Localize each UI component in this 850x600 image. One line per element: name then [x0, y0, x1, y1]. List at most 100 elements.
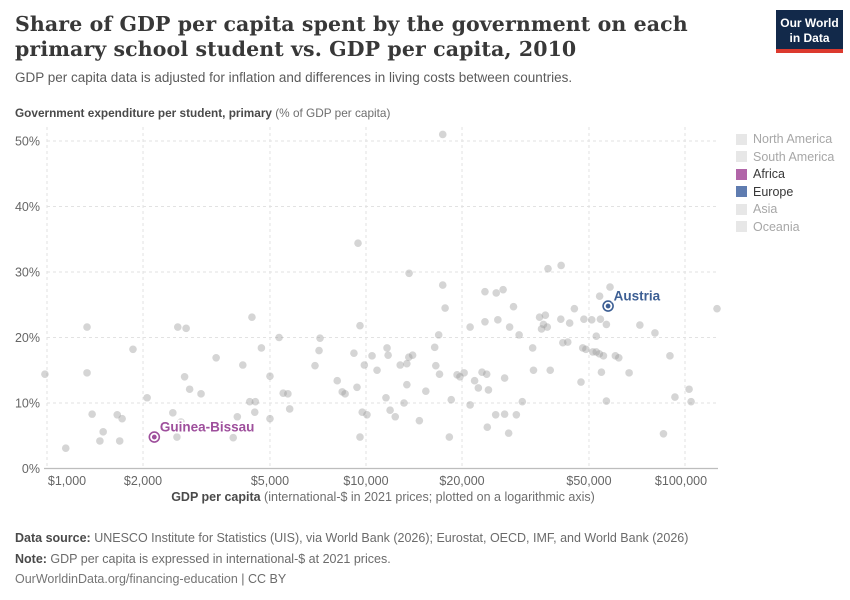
data-point[interactable] [315, 346, 323, 355]
data-point[interactable] [666, 352, 674, 360]
data-point[interactable] [173, 323, 182, 331]
data-point[interactable] [212, 354, 220, 362]
data-point[interactable] [129, 345, 137, 354]
data-point[interactable] [481, 317, 489, 326]
data-point[interactable] [505, 323, 514, 331]
data-point[interactable] [338, 388, 347, 396]
data-point[interactable] [474, 384, 483, 392]
data-point[interactable] [535, 313, 544, 321]
data-point[interactable] [229, 433, 238, 442]
data-point[interactable] [403, 380, 411, 389]
legend-item-oceania[interactable]: Oceania [736, 220, 848, 234]
data-point[interactable] [284, 390, 292, 398]
data-point[interactable] [358, 408, 367, 416]
data-point[interactable] [96, 437, 104, 445]
data-point[interactable] [251, 397, 260, 406]
data-point[interactable] [177, 418, 185, 426]
data-point[interactable] [169, 409, 177, 417]
data-point[interactable] [483, 423, 492, 432]
data-point[interactable] [61, 444, 70, 452]
data-point[interactable] [460, 369, 468, 377]
data-point[interactable] [83, 369, 91, 377]
data-point[interactable] [491, 410, 500, 419]
data-point[interactable] [478, 368, 486, 377]
data-point[interactable] [400, 399, 408, 407]
data-point[interactable] [422, 387, 430, 396]
data-point[interactable] [595, 292, 604, 301]
data-point[interactable] [470, 376, 479, 385]
data-point[interactable] [353, 383, 361, 392]
data-point[interactable] [445, 433, 454, 441]
data-point[interactable] [588, 348, 597, 356]
data-point[interactable] [182, 324, 190, 333]
data-point[interactable] [441, 304, 449, 312]
data-point[interactable] [587, 316, 596, 324]
data-point[interactable] [405, 353, 413, 361]
data-point[interactable] [565, 319, 574, 327]
data-point[interactable] [592, 348, 601, 356]
legend-item-south-america[interactable]: South America [736, 150, 848, 164]
legend-item-north-america[interactable]: North America [736, 132, 848, 146]
data-point[interactable] [363, 410, 371, 419]
data-point[interactable] [537, 325, 546, 333]
data-point[interactable] [625, 369, 633, 377]
data-point[interactable] [515, 331, 523, 339]
data-point[interactable] [484, 386, 493, 394]
data-point[interactable] [481, 287, 489, 296]
data-point[interactable] [606, 283, 614, 291]
data-point[interactable] [456, 373, 464, 381]
data-point[interactable] [185, 385, 194, 394]
data-point[interactable] [509, 302, 518, 311]
scatter-plot[interactable]: $1,000 $2,000 $5,000 $10,000 $20,000 $50,000 $… [0, 125, 766, 490]
data-point[interactable] [233, 412, 242, 421]
data-point[interactable] [408, 351, 417, 359]
data-point[interactable] [713, 304, 721, 313]
data-point[interactable] [494, 316, 502, 324]
data-point[interactable] [83, 323, 91, 331]
data-point[interactable] [373, 366, 381, 375]
data-point[interactable] [333, 376, 342, 385]
data-point[interactable] [559, 338, 567, 347]
data-point[interactable] [611, 352, 620, 360]
data-point[interactable] [118, 414, 126, 423]
data-point[interactable] [88, 410, 96, 418]
data-point[interactable] [341, 390, 349, 398]
data-point[interactable] [403, 359, 411, 368]
data-point[interactable] [356, 433, 364, 441]
data-point[interactable] [239, 361, 247, 369]
data-point[interactable] [434, 331, 443, 339]
data-point[interactable] [596, 315, 605, 323]
data-point[interactable] [687, 397, 695, 406]
highlight-dot-austria[interactable] [605, 303, 611, 309]
data-point[interactable] [544, 264, 552, 273]
data-point[interactable] [529, 366, 538, 375]
data-point[interactable] [356, 321, 364, 330]
data-point[interactable] [453, 371, 461, 379]
data-point[interactable] [518, 397, 527, 406]
data-point[interactable] [602, 320, 611, 329]
data-point[interactable] [386, 406, 394, 415]
data-point[interactable] [224, 423, 233, 432]
data-point[interactable] [512, 410, 521, 419]
data-point[interactable] [275, 333, 283, 342]
data-point[interactable] [391, 412, 400, 421]
data-point[interactable] [143, 393, 151, 402]
data-point[interactable] [671, 393, 679, 401]
data-point[interactable] [651, 329, 659, 337]
data-point[interactable] [500, 374, 509, 382]
data-point[interactable] [597, 368, 606, 377]
data-point[interactable] [599, 352, 608, 360]
data-point[interactable] [405, 269, 413, 278]
data-point[interactable] [578, 344, 587, 352]
data-point[interactable] [180, 373, 189, 381]
data-point[interactable] [311, 361, 319, 370]
data-point[interactable] [350, 349, 358, 358]
data-point[interactable] [614, 354, 623, 362]
data-point[interactable] [435, 370, 444, 378]
legend-item-europe[interactable]: Europe [736, 185, 848, 199]
data-point[interactable] [396, 361, 404, 369]
data-point[interactable] [543, 323, 552, 331]
data-point[interactable] [115, 437, 124, 445]
data-point[interactable] [466, 401, 474, 409]
owid-logo[interactable]: Our World in Data [776, 10, 843, 53]
